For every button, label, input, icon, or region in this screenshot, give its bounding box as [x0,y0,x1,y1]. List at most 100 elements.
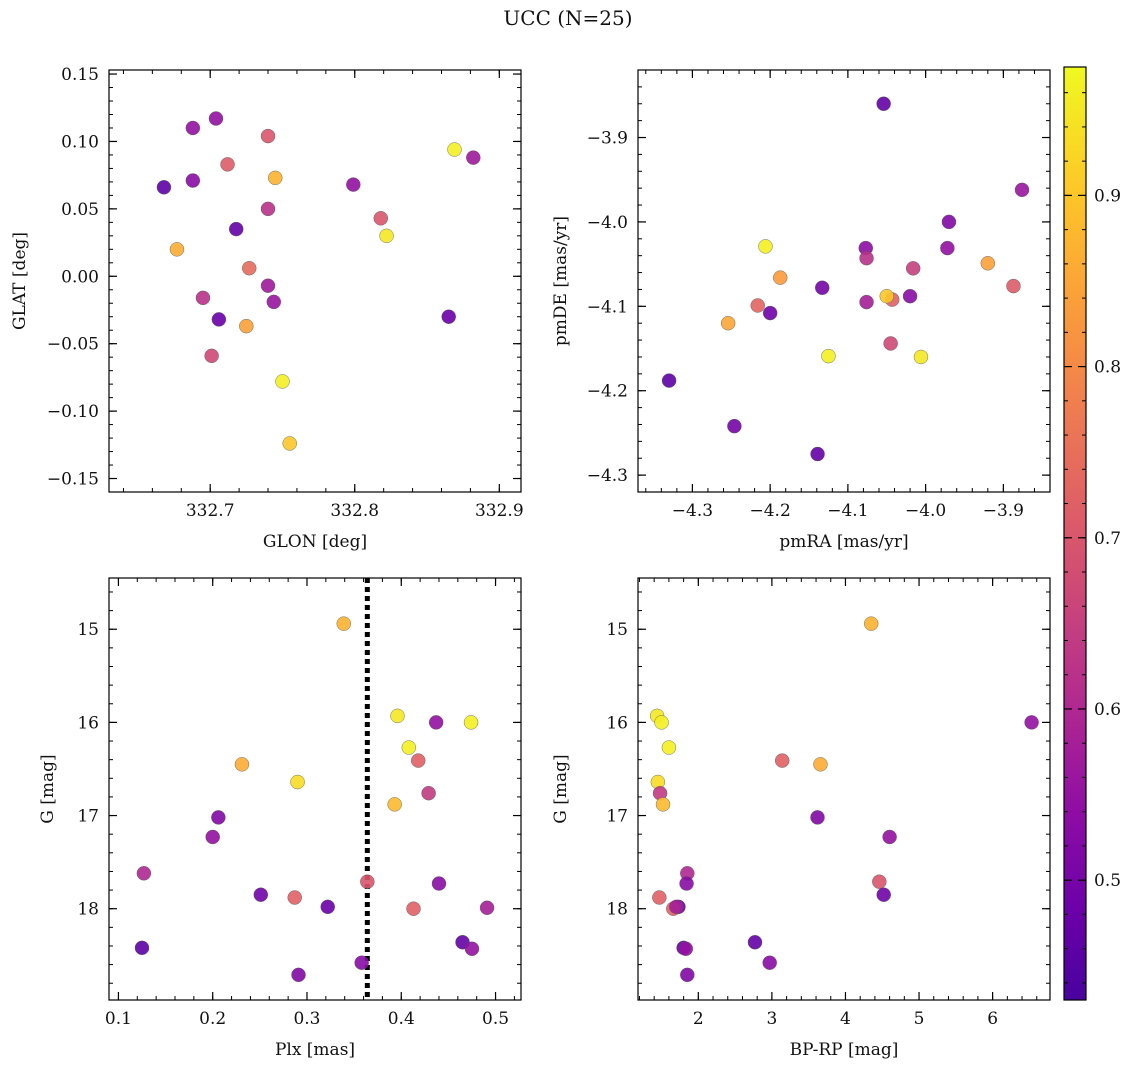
y-tick-label: 18 [606,900,628,920]
axes-frame [108,69,522,493]
data-point [156,180,172,195]
x-tick-label: 0.3 [293,1009,320,1029]
data-point [883,336,898,351]
data-point [447,142,462,157]
data-point [941,214,957,230]
data-point [229,221,244,237]
data-point [876,96,891,111]
y-tick-label: −0.05 [47,335,99,355]
x-tick-label: 6 [987,1009,998,1029]
panel-plx-g: 0.1 0.2 0.3 0.4 0.5 15 16 17 18 Plx [mas] G [mag] [38,577,522,1060]
y-tick-label: −0.10 [47,402,99,422]
y-axis-label: GLAT [deg] [10,232,30,330]
y-tick-label: 16 [77,713,99,733]
data-point [260,201,276,217]
data-point [360,874,375,889]
y-tick-label: −4.0 [587,213,628,233]
data-point [864,616,879,631]
x-tick-label: −4.3 [672,501,713,521]
data-point [421,785,436,801]
data-point [464,941,480,956]
y-tick-label: −3.9 [587,129,628,149]
data-point [747,935,763,950]
data-point [940,240,955,256]
data-point [758,239,773,254]
y-tick-label: 0.00 [61,267,99,287]
colorbar: 0.5 0.6 0.7 0.8 0.9 [1063,66,1121,1001]
y-tick-label: −4.2 [587,382,628,402]
y-tick-label: 16 [606,713,628,733]
data-point [379,228,394,244]
axes-frame [637,577,1051,1001]
panel-glon-glat: 332.7 332.8 332.9 0.15 0.10 0.05 0.00 −0.05 −0.1… [10,65,524,552]
data-point [431,876,447,891]
data-point [185,120,201,136]
data-point [239,318,254,334]
x-tick-label: −4.0 [905,501,946,521]
x-tick-label: 332.9 [475,501,524,521]
x-tick-label: 0.5 [482,1009,509,1029]
data-point [169,242,185,257]
data-point [390,708,405,724]
data-point [291,967,306,983]
data-point [872,874,887,889]
data-point [882,829,897,845]
data-point [720,316,736,331]
y-tick-label: 0.10 [61,132,99,152]
data-point [750,298,765,313]
data-point [234,757,250,772]
data-point [134,940,150,956]
axes-frame [637,69,1051,493]
data-point [466,150,481,165]
data-point [260,278,276,293]
data-point [876,887,891,902]
data-point [1024,715,1039,730]
x-tick-label: 0.4 [388,1009,415,1029]
data-point [859,251,874,266]
data-point [810,446,825,462]
y-axis-label: G [mag] [38,754,58,823]
data-point [654,715,669,730]
data-point [879,288,894,304]
data-point [905,261,921,276]
data-point [211,312,227,327]
data-point [354,955,369,970]
y-axis-label: G [mag] [551,754,571,823]
data-point [195,290,211,306]
y-tick-label: 17 [606,807,628,827]
x-tick-label: 0.2 [199,1009,226,1029]
data-point [275,374,290,389]
data-point [401,740,417,755]
data-point [669,899,684,915]
data-point [268,170,283,186]
colorbar-tick-label: 0.6 [1094,700,1121,720]
x-tick-label: 3 [766,1009,777,1029]
data-point [290,774,305,790]
x-tick-label: 332.7 [186,501,235,521]
data-point [253,887,268,902]
data-point [815,280,830,295]
data-point [411,753,426,768]
x-tick-label: 4 [840,1009,851,1029]
y-tick-label: 15 [606,620,628,640]
data-point [773,270,788,285]
colorbar-tick-label: 0.7 [1094,529,1121,549]
colorbar-tick-label: 0.9 [1094,186,1121,206]
data-point [320,899,335,915]
x-tick-label: −4.1 [827,501,868,521]
data-point [346,177,361,192]
y-tick-label: 17 [77,807,99,827]
data-point [661,373,677,388]
data-point [821,348,836,364]
data-point [813,757,828,772]
data-point [287,890,302,905]
data-point [204,348,219,364]
data-point [208,111,224,126]
data-point [211,810,226,825]
data-point [205,829,220,845]
colorbar-bar [1063,66,1087,1001]
y-tick-label: −4.3 [587,466,628,486]
data-point [980,256,996,271]
data-point [136,866,152,881]
